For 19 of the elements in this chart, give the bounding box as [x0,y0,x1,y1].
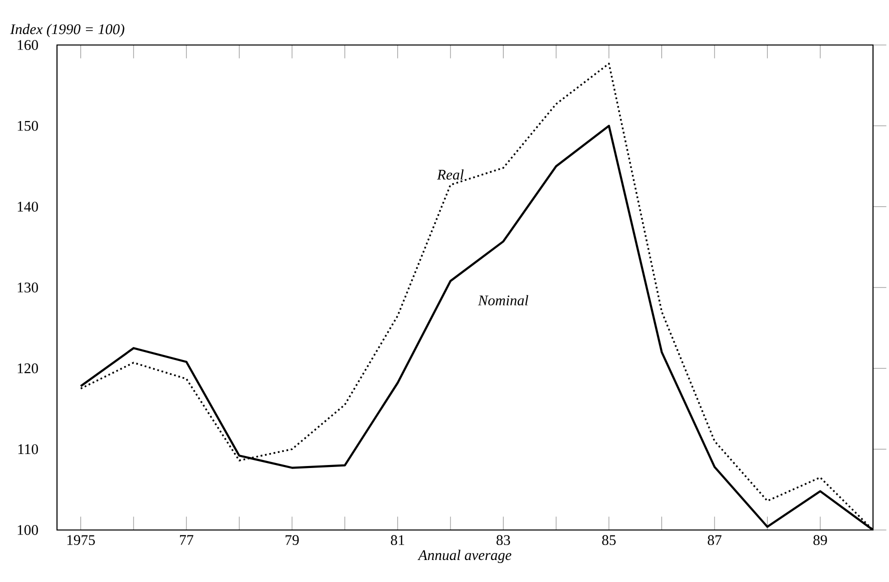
y-tick-label: 150 [18,120,38,131]
y-tick-label: 130 [18,282,38,292]
x-axis-title: Annual average [418,550,512,564]
series-label: Real [436,169,464,180]
x-tick-label: 85 [602,535,616,546]
series-label: Nominal [478,295,528,306]
y-tick-label: 120 [18,363,38,374]
y-tick-label: 100 [18,525,38,535]
x-tick-label: 79 [286,535,299,546]
x-tick-label: 87 [708,535,722,546]
y-axis-title: Index (1990 = 100) [10,24,124,38]
x-tick-label: 89 [813,535,827,546]
y-tick-label: 110 [18,444,38,454]
x-tick-label: 77 [180,535,194,545]
x-tick-label: 1975 [67,535,95,546]
x-tick-label: 81 [390,535,404,546]
y-tick-label: 160 [18,40,38,50]
x-tick-label: 83 [496,535,510,546]
y-tick-label: 140 [18,202,38,212]
